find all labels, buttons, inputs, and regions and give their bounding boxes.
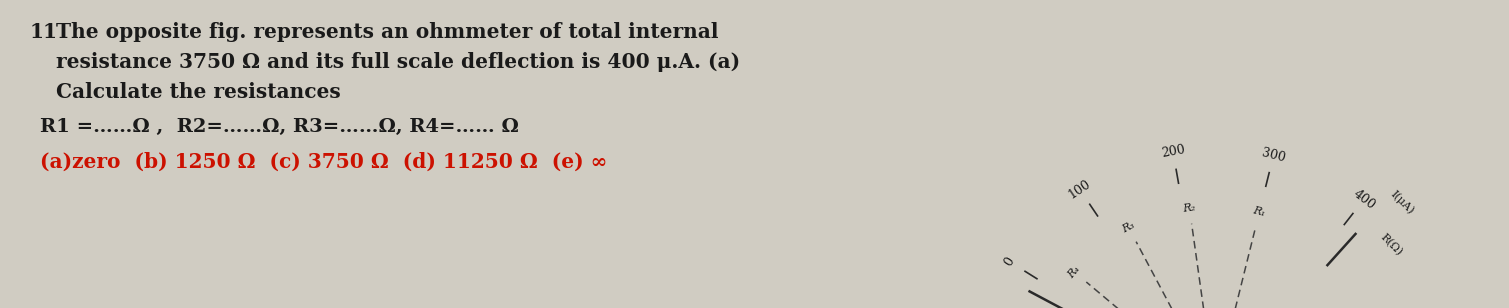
- Text: 100: 100: [1065, 177, 1093, 201]
- Text: 400: 400: [1351, 187, 1378, 212]
- Text: (a)zero  (b) 1250 Ω  (c) 3750 Ω  (d) 11250 Ω  (e) ∞: (a)zero (b) 1250 Ω (c) 3750 Ω (d) 11250 …: [41, 152, 608, 172]
- Text: I(μA): I(μA): [1388, 189, 1415, 217]
- Text: The opposite fig. represents an ohmmeter of total internal: The opposite fig. represents an ohmmeter…: [56, 22, 718, 42]
- Text: 300: 300: [1260, 146, 1287, 164]
- Text: 0: 0: [1002, 255, 1017, 269]
- Text: R(Ω): R(Ω): [1378, 232, 1405, 257]
- Text: R₁: R₁: [1252, 205, 1268, 218]
- Text: 200: 200: [1160, 143, 1186, 160]
- Text: R₄: R₄: [1065, 264, 1082, 280]
- Text: R₃: R₃: [1121, 220, 1136, 235]
- Text: R1 =……Ω ,  R2=……Ω, R3=……Ω, R4=…… Ω: R1 =……Ω , R2=……Ω, R3=……Ω, R4=…… Ω: [41, 118, 519, 136]
- Text: Calculate the resistances: Calculate the resistances: [56, 82, 341, 102]
- Text: R₂: R₂: [1183, 202, 1197, 214]
- Text: resistance 3750 Ω and its full scale deflection is 400 μ.A. (a): resistance 3750 Ω and its full scale def…: [56, 52, 739, 72]
- Text: 11: 11: [30, 22, 57, 42]
